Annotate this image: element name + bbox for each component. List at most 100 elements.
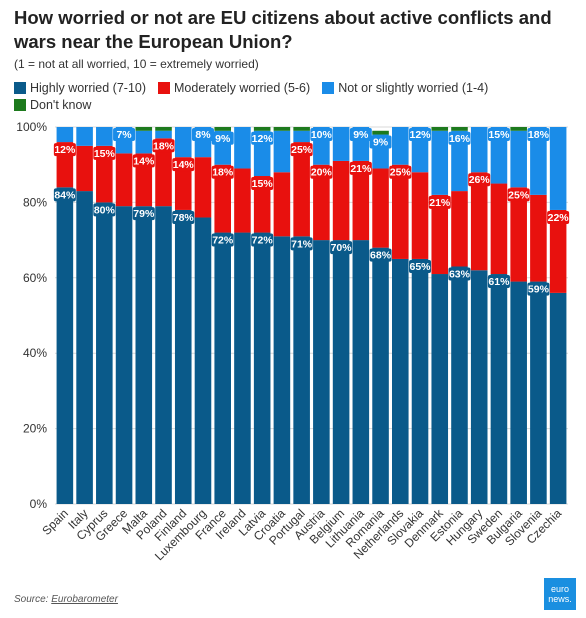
- data-label: 14%: [173, 159, 195, 171]
- data-label: 79%: [133, 208, 155, 220]
- data-label: 25%: [390, 167, 412, 179]
- data-label-bg: [369, 248, 392, 262]
- data-label: 63%: [449, 268, 471, 280]
- data-label: 18%: [528, 129, 550, 141]
- legend-item-highly-worried: Highly worried (7-10): [14, 81, 146, 95]
- data-label-bg: [251, 177, 274, 191]
- legend-swatch-highly-worried: [14, 81, 26, 94]
- data-label-bg: [389, 165, 412, 179]
- data-label: 10%: [311, 129, 333, 141]
- bar-segment: [490, 127, 508, 184]
- bar-segment: [253, 176, 271, 233]
- data-label-bg: [527, 282, 550, 296]
- bar-segment: [96, 202, 113, 504]
- bar-segment: [431, 274, 449, 504]
- y-tick-label: 40%: [23, 346, 47, 360]
- legend-label-not-worried: Not or slightly worried (1-4): [338, 80, 489, 95]
- data-label-bg: [369, 135, 392, 149]
- bar-segment: [214, 127, 231, 131]
- data-label: 61%: [488, 276, 510, 288]
- data-label-bg: [152, 139, 175, 153]
- data-label-bg: [409, 128, 432, 141]
- bar-segment: [273, 172, 291, 237]
- data-label-bg: [251, 131, 274, 145]
- bar-segment: [451, 130, 468, 192]
- bar-segment: [510, 130, 527, 188]
- bar-segment: [155, 138, 172, 207]
- bar-segment: [372, 130, 389, 135]
- logo-line-1: euro: [550, 584, 569, 594]
- bar-segment: [115, 153, 133, 207]
- bar-segment: [372, 247, 389, 504]
- bar-segment: [174, 127, 192, 158]
- bar-segment: [352, 160, 370, 241]
- data-label: 9%: [215, 133, 231, 145]
- data-label-bg: [487, 128, 510, 141]
- bar-segment: [56, 127, 74, 143]
- y-tick-label: 80%: [23, 195, 47, 209]
- bar-segment: [530, 127, 547, 195]
- bar-segment: [510, 127, 527, 131]
- data-label: 21%: [429, 197, 451, 209]
- data-label: 15%: [94, 148, 116, 160]
- data-label-bg: [93, 146, 116, 160]
- chart-title: How worried or not are EU citizens about…: [14, 7, 552, 52]
- data-label-bg: [191, 128, 214, 141]
- bar-segment: [234, 232, 251, 504]
- bar-segment: [332, 127, 350, 161]
- data-label-bg: [310, 128, 333, 141]
- chart-subtitle: (1 = not at all worried, 10 = extremely …: [14, 57, 259, 71]
- data-label-bg: [310, 165, 333, 179]
- data-label: 12%: [410, 129, 432, 141]
- data-label-bg: [468, 173, 491, 187]
- data-label: 16%: [449, 133, 471, 145]
- y-tick-label: 0%: [30, 497, 48, 511]
- bar-segment: [135, 130, 153, 154]
- data-label: 21%: [350, 163, 372, 175]
- data-label: 8%: [195, 129, 211, 141]
- bar-segment: [431, 130, 449, 195]
- bar-segment: [549, 127, 567, 210]
- data-label-bg: [211, 165, 234, 179]
- bar-segment: [431, 194, 449, 275]
- data-label: 70%: [331, 242, 353, 254]
- data-label-bg: [251, 233, 274, 247]
- bar-segment: [332, 240, 350, 504]
- data-label-bg: [53, 143, 76, 157]
- data-label-bg: [172, 210, 195, 224]
- data-label-bg: [211, 131, 234, 145]
- bar-segment: [490, 183, 508, 275]
- data-label: 9%: [373, 137, 389, 149]
- source-link[interactable]: Eurobarometer: [51, 594, 118, 605]
- data-label-bg: [93, 203, 116, 217]
- bar-segment: [214, 232, 231, 504]
- bar-segment: [451, 191, 468, 267]
- bar-segment: [135, 206, 153, 505]
- data-label-bg: [211, 233, 234, 247]
- bar-segment: [530, 194, 547, 282]
- source-note: Source: Eurobarometer: [14, 594, 118, 605]
- bar-segment: [174, 209, 192, 504]
- data-label: 26%: [469, 174, 491, 186]
- bar-segment: [392, 164, 409, 259]
- bar-segment: [549, 209, 567, 293]
- bar-segment: [194, 157, 212, 218]
- data-label-bg: [507, 188, 530, 202]
- bar-segment: [451, 266, 468, 504]
- bar-segment: [332, 160, 350, 241]
- data-label: 25%: [291, 144, 313, 156]
- data-label-bg: [409, 259, 432, 273]
- bar-segment: [273, 127, 291, 131]
- bar-segment: [411, 258, 429, 504]
- bar-segment: [234, 127, 251, 169]
- bar-segment: [194, 217, 212, 504]
- data-label-bg: [349, 128, 372, 141]
- data-label: 25%: [508, 189, 530, 201]
- legend-label-dont-know: Don't know: [30, 97, 92, 112]
- data-label: 9%: [353, 129, 369, 141]
- bar-segment: [135, 127, 153, 131]
- legend-swatch-not-worried: [322, 81, 335, 94]
- legend-label-highly-worried: Highly worried (7-10): [30, 80, 147, 95]
- data-label: 72%: [212, 235, 234, 247]
- bar-segment: [470, 127, 488, 173]
